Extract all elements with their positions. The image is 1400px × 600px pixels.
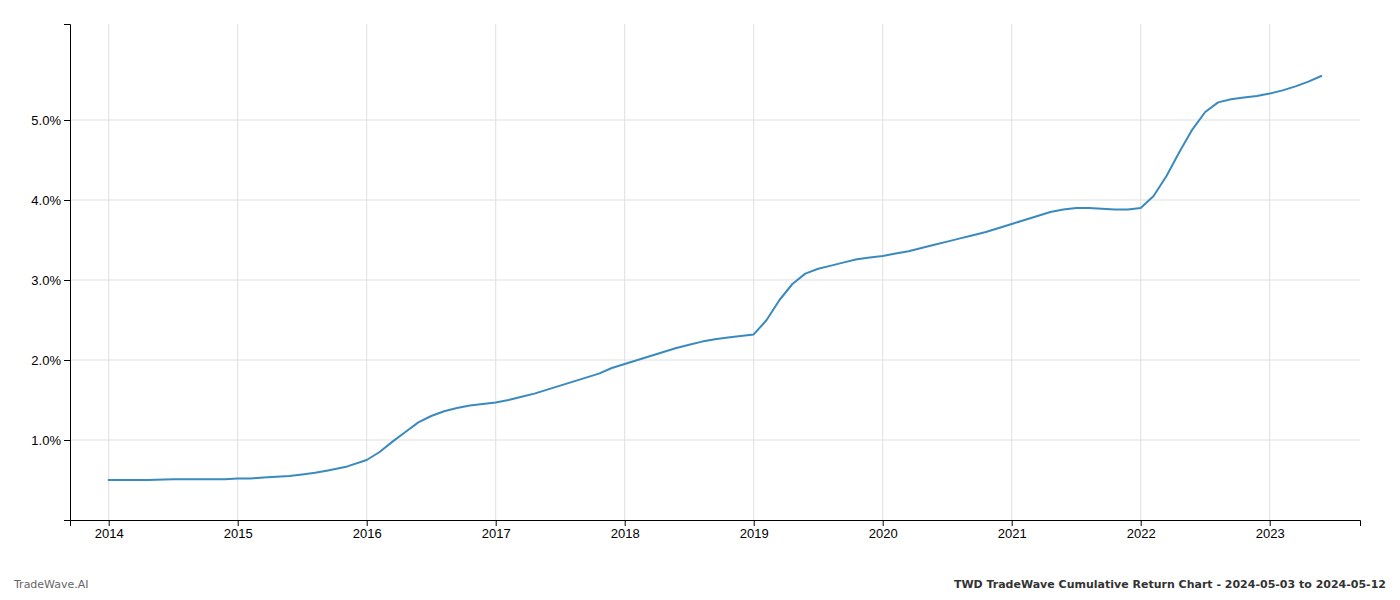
y-tick-mark bbox=[64, 120, 70, 121]
x-tick-mark bbox=[883, 520, 884, 526]
x-tick: 2017 bbox=[482, 520, 511, 541]
x-grid-line bbox=[237, 24, 238, 520]
x-tick-label: 2015 bbox=[224, 526, 253, 541]
x-grid-line bbox=[882, 24, 883, 520]
y-tick-mark bbox=[64, 360, 70, 361]
y-tick: 2.0% bbox=[31, 353, 70, 368]
x-tick-mark bbox=[754, 520, 755, 526]
x-tick-mark bbox=[1012, 520, 1013, 526]
x-tick-mark bbox=[1141, 520, 1142, 526]
x-tick-label: 2014 bbox=[95, 526, 124, 541]
y-grid-line bbox=[70, 440, 1360, 441]
x-tick-label: 2017 bbox=[482, 526, 511, 541]
x-tick: 2015 bbox=[224, 520, 253, 541]
x-tick-mark bbox=[1270, 520, 1271, 526]
y-axis: 1.0% 2.0% 3.0% 4.0% 5.0% bbox=[31, 25, 70, 521]
x-grid-line bbox=[1011, 24, 1012, 520]
y-grid-line bbox=[70, 120, 1360, 121]
footer-left: TradeWave.AI bbox=[13, 578, 89, 591]
x-tick-label: 2016 bbox=[353, 526, 382, 541]
marks bbox=[109, 76, 1322, 480]
y-grid-line bbox=[70, 200, 1360, 201]
x-tick-mark bbox=[238, 520, 239, 526]
x-axis-line bbox=[71, 521, 1361, 527]
y-tick-label: 3.0% bbox=[31, 273, 61, 288]
x-tick-mark bbox=[625, 520, 626, 526]
x-tick-label: 2019 bbox=[740, 526, 769, 541]
x-grid-line bbox=[1269, 24, 1270, 520]
x-tick: 2018 bbox=[611, 520, 640, 541]
x-tick-label: 2023 bbox=[1256, 526, 1285, 541]
y-tick-mark bbox=[64, 200, 70, 201]
plot: 2014 2015 2016 2017 2018 2019 2020 2021 2022 2023… bbox=[31, 24, 1360, 541]
y-tick-mark bbox=[64, 280, 70, 281]
y-tick: 1.0% bbox=[31, 433, 70, 448]
x-grid-line bbox=[1140, 24, 1141, 520]
chart: 2014 2015 2016 2017 2018 2019 2020 2021 2022 2023… bbox=[0, 0, 1400, 600]
x-tick-label: 2020 bbox=[869, 526, 898, 541]
x-tick-mark bbox=[109, 520, 110, 526]
y-grid-line bbox=[70, 360, 1360, 361]
x-tick-mark bbox=[367, 520, 368, 526]
x-tick: 2016 bbox=[353, 520, 382, 541]
x-tick-mark bbox=[496, 520, 497, 526]
x-tick: 2014 bbox=[95, 520, 124, 541]
x-grid-line bbox=[108, 24, 109, 520]
x-tick-label: 2018 bbox=[611, 526, 640, 541]
y-tick-label: 5.0% bbox=[31, 113, 61, 128]
x-grid-line bbox=[495, 24, 496, 520]
y-tick: 3.0% bbox=[31, 273, 70, 288]
y-grid-line bbox=[70, 280, 1360, 281]
y-tick: 5.0% bbox=[31, 113, 70, 128]
footer-right: TWD TradeWave Cumulative Return Chart - … bbox=[954, 578, 1386, 591]
y-tick-mark bbox=[64, 440, 70, 441]
x-tick-label: 2022 bbox=[1127, 526, 1156, 541]
line bbox=[109, 76, 1322, 480]
x-tick: 2019 bbox=[740, 520, 769, 541]
x-tick-label: 2021 bbox=[998, 526, 1027, 541]
y-tick-label: 2.0% bbox=[31, 353, 61, 368]
y-tick: 4.0% bbox=[31, 193, 70, 208]
y-tick-label: 1.0% bbox=[31, 433, 61, 448]
x-grid-line bbox=[753, 24, 754, 520]
x-grid-line bbox=[366, 24, 367, 520]
x-grid-line bbox=[624, 24, 625, 520]
x-tick: 2022 bbox=[1127, 520, 1156, 541]
x-tick: 2020 bbox=[869, 520, 898, 541]
x-tick: 2023 bbox=[1256, 520, 1285, 541]
y-tick-label: 4.0% bbox=[31, 193, 61, 208]
x-tick: 2021 bbox=[998, 520, 1027, 541]
y-axis-line bbox=[64, 25, 71, 521]
x-axis: 2014 2015 2016 2017 2018 2019 2020 2021 2022 2023 bbox=[71, 520, 1361, 541]
grid bbox=[70, 24, 1360, 520]
